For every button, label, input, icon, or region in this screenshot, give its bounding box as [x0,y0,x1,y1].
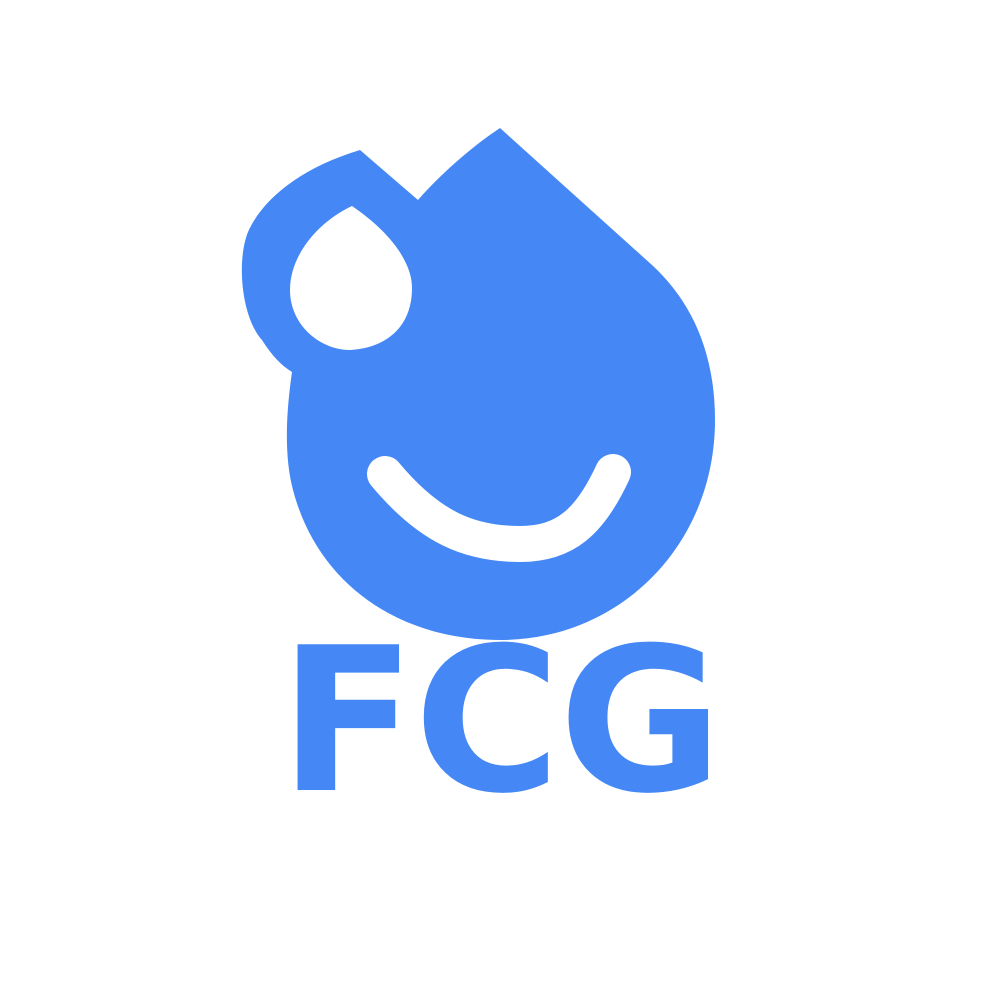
small-drop-cutout [290,206,412,350]
large-drop-shape [241,128,715,640]
brand-wordmark: FCG [279,605,723,838]
smile-mouth [367,454,631,563]
